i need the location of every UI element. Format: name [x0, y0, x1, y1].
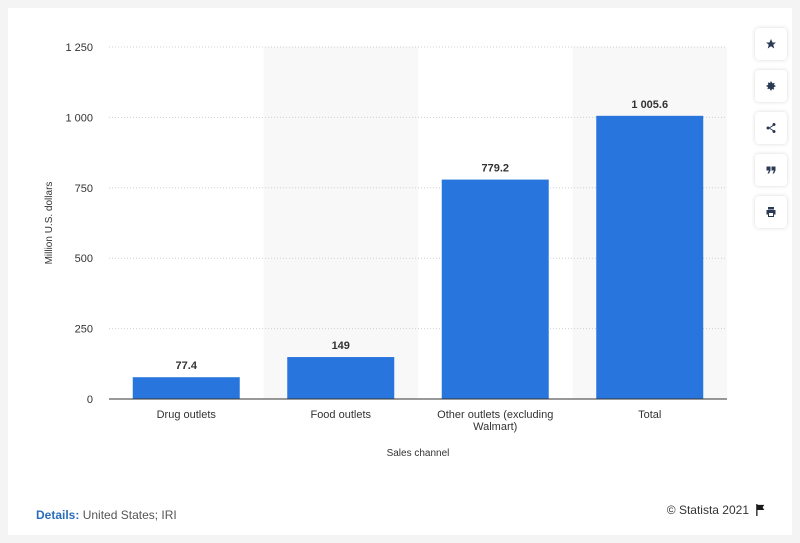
- bar[interactable]: [287, 357, 395, 399]
- data-label: 77.4: [176, 360, 198, 372]
- details-note: Details: United States; IRI: [36, 508, 177, 522]
- x-tick-label-line: Drug outlets: [157, 409, 217, 421]
- quote-icon: [766, 166, 776, 174]
- column-band: [263, 47, 418, 399]
- bar[interactable]: [596, 115, 704, 400]
- x-axis-title: Sales channel: [387, 448, 450, 459]
- y-tick-label: 1 250: [65, 42, 93, 54]
- share-icon: [766, 123, 776, 133]
- x-tick-label-line: Other outlets (excluding: [437, 409, 553, 421]
- details-value[interactable]: United States; IRI: [82, 508, 177, 522]
- x-tick-label-line: Total: [638, 409, 661, 421]
- y-tick-label: 0: [87, 394, 93, 406]
- chart-card: 0 250 500 750 1 000 1 250 77.4 Drug outlets 149 F…: [8, 8, 792, 535]
- x-tick-label: Drug outlets: [157, 409, 217, 421]
- x-tick-label: Total: [638, 409, 661, 421]
- bookmark-button[interactable]: [755, 28, 787, 60]
- y-tick-label: 750: [75, 183, 93, 195]
- credit-text: © Statista 2021: [666, 503, 749, 517]
- details-label: Details:: [36, 508, 80, 522]
- data-label: 1 005.6: [631, 99, 668, 111]
- data-label: 149: [332, 340, 350, 352]
- chart-toolbar: [755, 28, 787, 238]
- y-axis-title: Million U.S. dollars: [44, 182, 55, 265]
- share-button[interactable]: [755, 112, 787, 144]
- print-button[interactable]: [755, 196, 787, 228]
- y-tick-label: 500: [75, 253, 93, 265]
- x-tick-label: Other outlets (excluding Walmart): [437, 409, 553, 433]
- x-tick-label: Food outlets: [310, 409, 371, 421]
- data-label: 779.2: [481, 163, 509, 175]
- statista-credit[interactable]: © Statista 2021: [667, 503, 766, 517]
- bar[interactable]: [441, 179, 549, 399]
- x-tick-label-line: Food outlets: [310, 409, 371, 421]
- flag-icon: [756, 504, 765, 516]
- print-icon: [766, 207, 776, 217]
- gear-icon: [766, 81, 776, 91]
- settings-button[interactable]: [755, 70, 787, 102]
- y-tick-label: 1 000: [65, 112, 93, 124]
- y-tick-label: 250: [75, 324, 93, 336]
- star-icon: [766, 39, 776, 49]
- bar[interactable]: [132, 377, 240, 399]
- bar-chart: 0 250 500 750 1 000 1 250 77.4 Drug outlets 149 F…: [44, 42, 727, 459]
- x-tick-label-line: Walmart): [473, 421, 517, 433]
- cite-button[interactable]: [755, 154, 787, 186]
